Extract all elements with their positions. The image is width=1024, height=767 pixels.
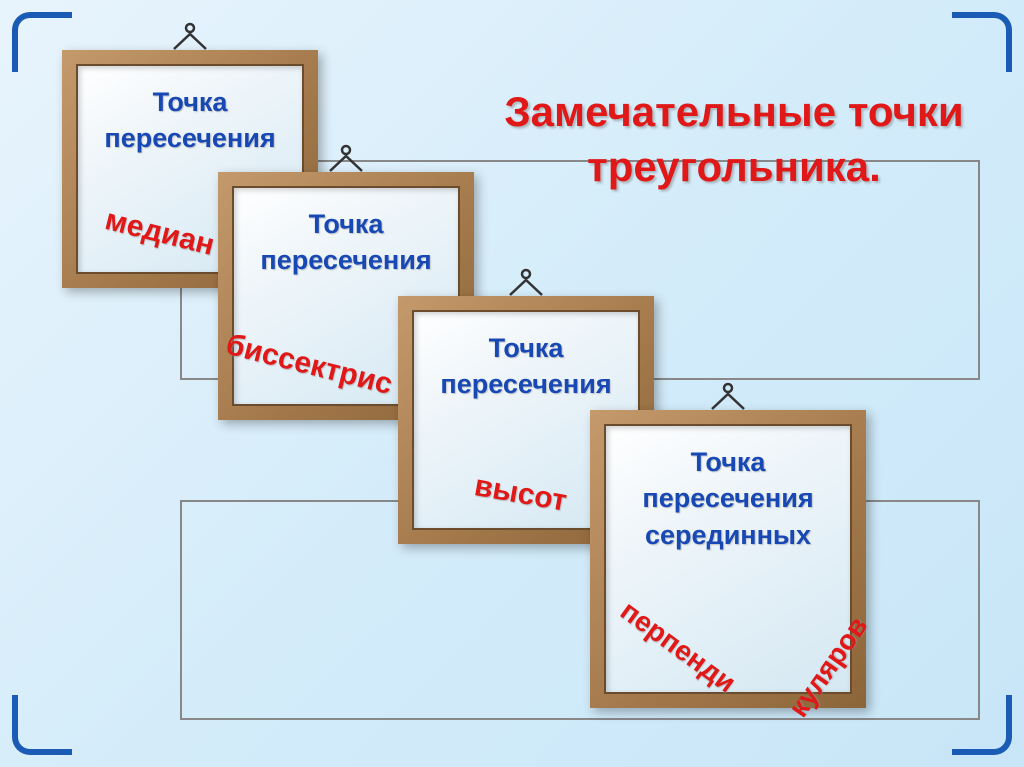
hanger-icon [708,382,748,410]
corner-decoration [952,12,1012,72]
frame-blue-text: пересечения [440,366,611,402]
frame-blue-text: серединных [645,517,811,553]
frame-blue-text: пересечения [104,120,275,156]
frame-red-text: высот [472,469,570,519]
corner-decoration [12,695,72,755]
frame-blue-text: Точка [691,444,766,480]
picture-frame: Точкапересечениясерединныхперпендикуляро… [590,410,866,708]
frame-blue-text: Точка [309,206,384,242]
hanger-icon [170,22,210,50]
frame-inner: Точкапересечениясерединныхперпендикуляро… [604,424,852,694]
slide-title: Замечательные точки треугольника. [504,85,964,194]
frame-red-text-part1: перпенди [614,595,741,700]
frame-blue-text: пересечения [260,242,431,278]
frame-blue-text: Точка [153,84,228,120]
hanger-icon [506,268,546,296]
frame-red-text-part2: куляров [782,611,874,723]
frame-blue-text: пересечения [642,480,813,516]
title-text: Замечательные точки треугольника. [504,88,963,190]
frame-red-text: медиан [102,203,218,263]
frame-blue-text: Точка [489,330,564,366]
frame-red-text: биссектрис [222,328,395,402]
hanger-icon [326,144,366,172]
